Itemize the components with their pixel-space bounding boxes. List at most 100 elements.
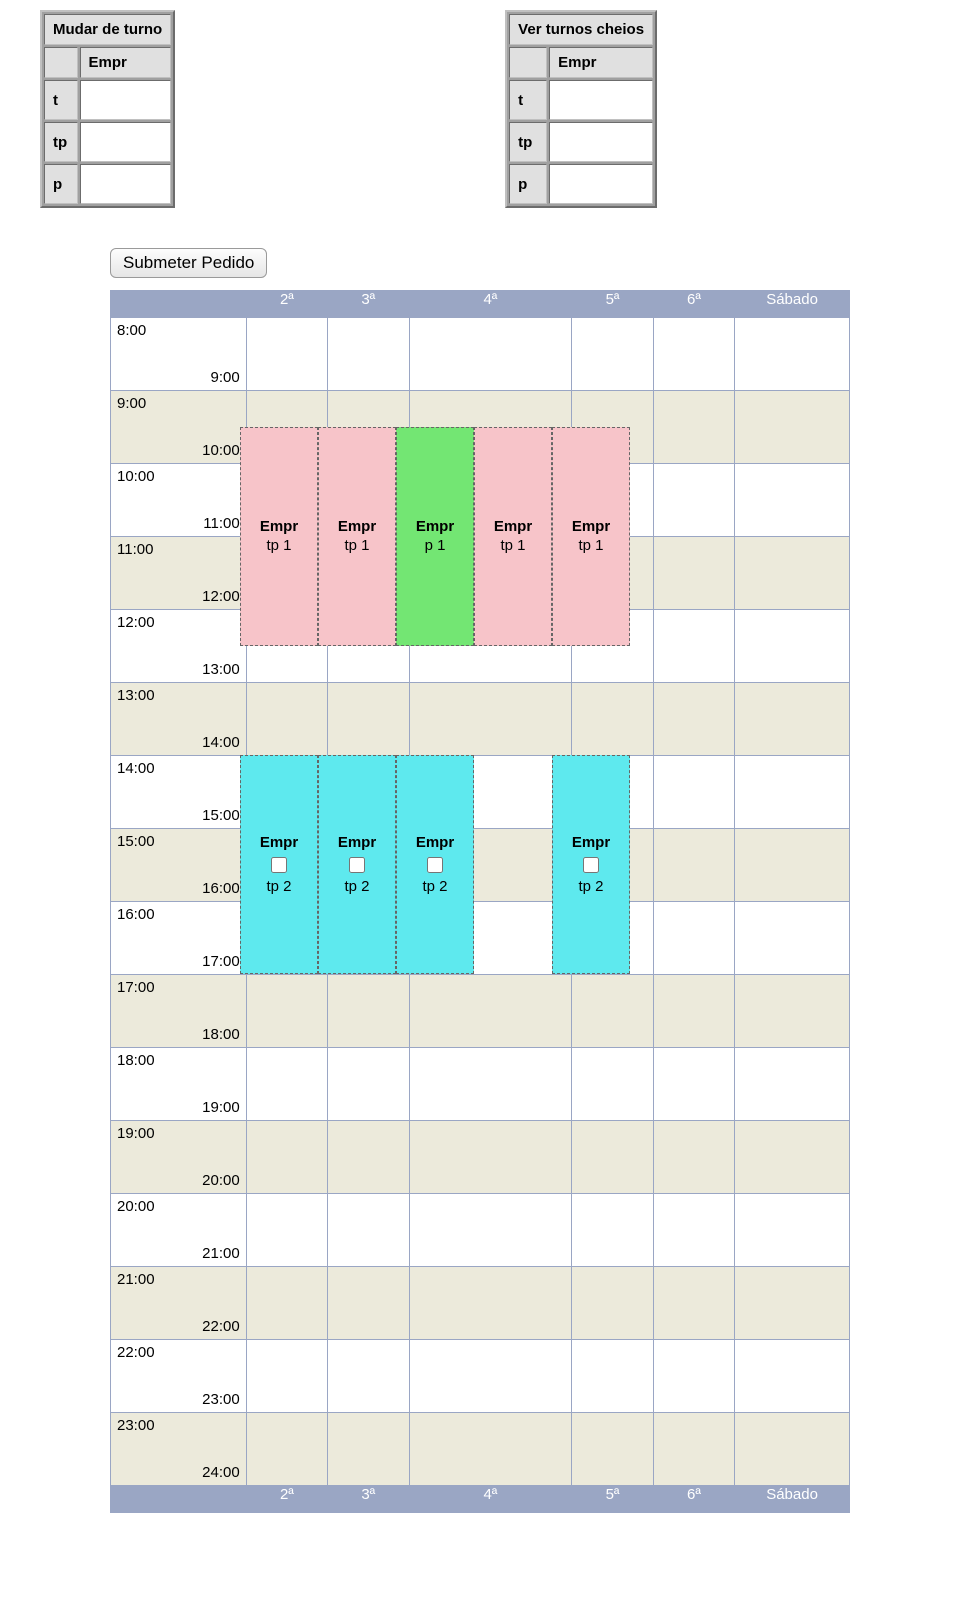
event-select-checkbox[interactable]	[427, 857, 443, 873]
schedule-event[interactable]: Emprp 1	[396, 427, 474, 646]
event-course: Empr	[416, 833, 454, 853]
schedule-slot[interactable]	[735, 756, 850, 829]
event-course: Empr	[338, 833, 376, 853]
schedule-event[interactable]: Emprtp 2	[240, 755, 318, 974]
schedule-event[interactable]: Emprtp 1	[240, 427, 318, 646]
event-course: Empr	[338, 517, 376, 537]
event-select-checkbox[interactable]	[349, 857, 365, 873]
legend-cell[interactable]	[549, 80, 653, 120]
legend-cell[interactable]	[549, 122, 653, 162]
schedule-slot[interactable]	[572, 975, 653, 1048]
schedule-event[interactable]: Emprtp 1	[318, 427, 396, 646]
schedule-slot[interactable]	[328, 683, 409, 756]
schedule-slot[interactable]	[735, 391, 850, 464]
schedule-slot[interactable]	[735, 1267, 850, 1340]
legend-title: Ver turnos cheios	[509, 14, 653, 45]
legend-cell[interactable]	[80, 80, 172, 120]
submit-button[interactable]: Submeter Pedido	[110, 248, 267, 278]
schedule-slot[interactable]	[735, 537, 850, 610]
schedule-slot[interactable]	[735, 683, 850, 756]
event-select-checkbox[interactable]	[583, 857, 599, 873]
legend-cell[interactable]	[80, 164, 172, 204]
schedule-slot[interactable]	[246, 1413, 327, 1486]
schedule-slot[interactable]	[328, 1121, 409, 1194]
schedule-slot[interactable]	[409, 683, 572, 756]
schedule-slot[interactable]	[409, 1194, 572, 1267]
event-label: tp 2	[266, 877, 291, 897]
schedule-slot[interactable]	[735, 1121, 850, 1194]
schedule-time-cell: 22:0023:00	[111, 1340, 247, 1413]
schedule-slot[interactable]	[328, 1194, 409, 1267]
schedule-slot[interactable]	[409, 1267, 572, 1340]
schedule-event[interactable]: Emprtp 1	[474, 427, 552, 646]
schedule-slot[interactable]	[653, 610, 734, 683]
schedule-slot[interactable]	[572, 1267, 653, 1340]
schedule-slot[interactable]	[735, 1413, 850, 1486]
schedule-corner	[111, 291, 247, 318]
schedule-slot[interactable]	[572, 318, 653, 391]
schedule-slot[interactable]	[653, 975, 734, 1048]
schedule-slot[interactable]	[653, 318, 734, 391]
schedule-time-cell: 15:0016:00	[111, 829, 247, 902]
schedule-slot[interactable]	[735, 829, 850, 902]
schedule-slot[interactable]	[246, 683, 327, 756]
schedule-slot[interactable]	[653, 756, 734, 829]
schedule-slot[interactable]	[409, 1121, 572, 1194]
schedule-slot[interactable]	[735, 975, 850, 1048]
schedule-slot[interactable]	[328, 1267, 409, 1340]
schedule-slot[interactable]	[572, 1048, 653, 1121]
schedule-slot[interactable]	[653, 1121, 734, 1194]
schedule-slot[interactable]	[409, 1048, 572, 1121]
schedule-slot[interactable]	[572, 683, 653, 756]
schedule-slot[interactable]	[246, 1121, 327, 1194]
schedule-slot[interactable]	[328, 1048, 409, 1121]
schedule-slot[interactable]	[653, 829, 734, 902]
schedule-slot[interactable]	[328, 975, 409, 1048]
schedule-slot[interactable]	[653, 1267, 734, 1340]
schedule-slot[interactable]	[653, 1048, 734, 1121]
schedule-slot[interactable]	[246, 1267, 327, 1340]
schedule-slot[interactable]	[735, 1194, 850, 1267]
event-select-checkbox[interactable]	[271, 857, 287, 873]
schedule-slot[interactable]	[328, 1340, 409, 1413]
schedule-slot[interactable]	[735, 1048, 850, 1121]
schedule-slot[interactable]	[572, 1413, 653, 1486]
schedule-slot[interactable]	[735, 1340, 850, 1413]
schedule-event[interactable]: Emprtp 2	[318, 755, 396, 974]
schedule-slot[interactable]	[653, 902, 734, 975]
schedule-slot[interactable]	[409, 318, 572, 391]
legend-cell[interactable]	[80, 122, 172, 162]
schedule-day-header: 3ª	[328, 1486, 409, 1513]
schedule-slot[interactable]	[653, 391, 734, 464]
schedule-slot[interactable]	[653, 1194, 734, 1267]
schedule-slot[interactable]	[246, 1048, 327, 1121]
schedule-slot[interactable]	[572, 1340, 653, 1413]
event-label: tp 1	[578, 536, 603, 556]
schedule-slot[interactable]	[735, 902, 850, 975]
schedule-slot[interactable]	[735, 318, 850, 391]
schedule-time-cell: 17:0018:00	[111, 975, 247, 1048]
schedule-slot[interactable]	[653, 683, 734, 756]
schedule-slot[interactable]	[653, 1413, 734, 1486]
schedule-slot[interactable]	[409, 1413, 572, 1486]
schedule-event[interactable]: Emprtp 2	[396, 755, 474, 974]
schedule-slot[interactable]	[246, 1194, 327, 1267]
schedule-slot[interactable]	[735, 610, 850, 683]
schedule-slot[interactable]	[735, 464, 850, 537]
schedule-event[interactable]: Emprtp 2	[552, 755, 630, 974]
schedule-slot[interactable]	[246, 318, 327, 391]
legend-row-label: p	[44, 164, 78, 204]
schedule-slot[interactable]	[572, 1121, 653, 1194]
schedule-slot[interactable]	[328, 1413, 409, 1486]
schedule-event[interactable]: Emprtp 1	[552, 427, 630, 646]
schedule-slot[interactable]	[246, 1340, 327, 1413]
legend-cell[interactable]	[549, 164, 653, 204]
schedule-slot[interactable]	[409, 1340, 572, 1413]
schedule-slot[interactable]	[246, 975, 327, 1048]
schedule-slot[interactable]	[409, 975, 572, 1048]
schedule-slot[interactable]	[653, 537, 734, 610]
schedule-slot[interactable]	[328, 318, 409, 391]
schedule-slot[interactable]	[653, 464, 734, 537]
schedule-slot[interactable]	[653, 1340, 734, 1413]
schedule-slot[interactable]	[572, 1194, 653, 1267]
